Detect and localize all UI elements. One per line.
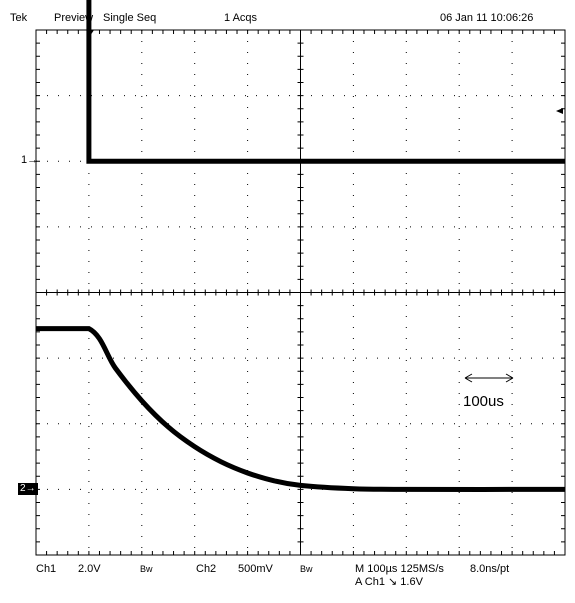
acquisition-mode-label: Single Seq: [103, 12, 157, 24]
datetime-label: 06 Jan 11 10:06:26: [440, 12, 534, 24]
ch2-waveform: [36, 326, 566, 492]
brand-label: Tek: [10, 12, 28, 24]
ch2-marker: 2→: [18, 483, 38, 495]
ch1-waveform: [86, 0, 565, 164]
graticule: [35, 29, 566, 556]
acquisition-count-label: 1 Acqs: [224, 12, 258, 24]
ch1-level-arrow-icon: [556, 108, 563, 114]
ch2-marker-label: 2: [20, 483, 26, 494]
ch1-label: Ch1: [36, 563, 57, 575]
ch2-bandwidth-label: Bw: [300, 564, 313, 574]
double-arrow-icon: [464, 373, 514, 383]
timebase-readout: M 100µs 125MS/s: [355, 563, 444, 575]
sample-interval-readout: 8.0ns/pt: [470, 563, 510, 575]
ch1-marker-label: 1: [21, 154, 28, 166]
trigger-readout: A Ch1 ↘ 1.6V: [355, 576, 423, 588]
arrow-right-icon: →: [25, 483, 36, 494]
ch2-scale: 500mV: [238, 563, 273, 575]
ch1-bandwidth-label: Bw: [140, 564, 153, 574]
waveforms: [36, 0, 566, 492]
ch1-marker: 1→: [21, 154, 38, 166]
arrow-right-icon: →: [27, 154, 39, 166]
ch2-label: Ch2: [196, 563, 217, 575]
mode-label: Preview: [54, 12, 94, 24]
ch1-scale: 2.0V: [78, 563, 101, 575]
time-scale-label: 100us: [463, 393, 504, 410]
